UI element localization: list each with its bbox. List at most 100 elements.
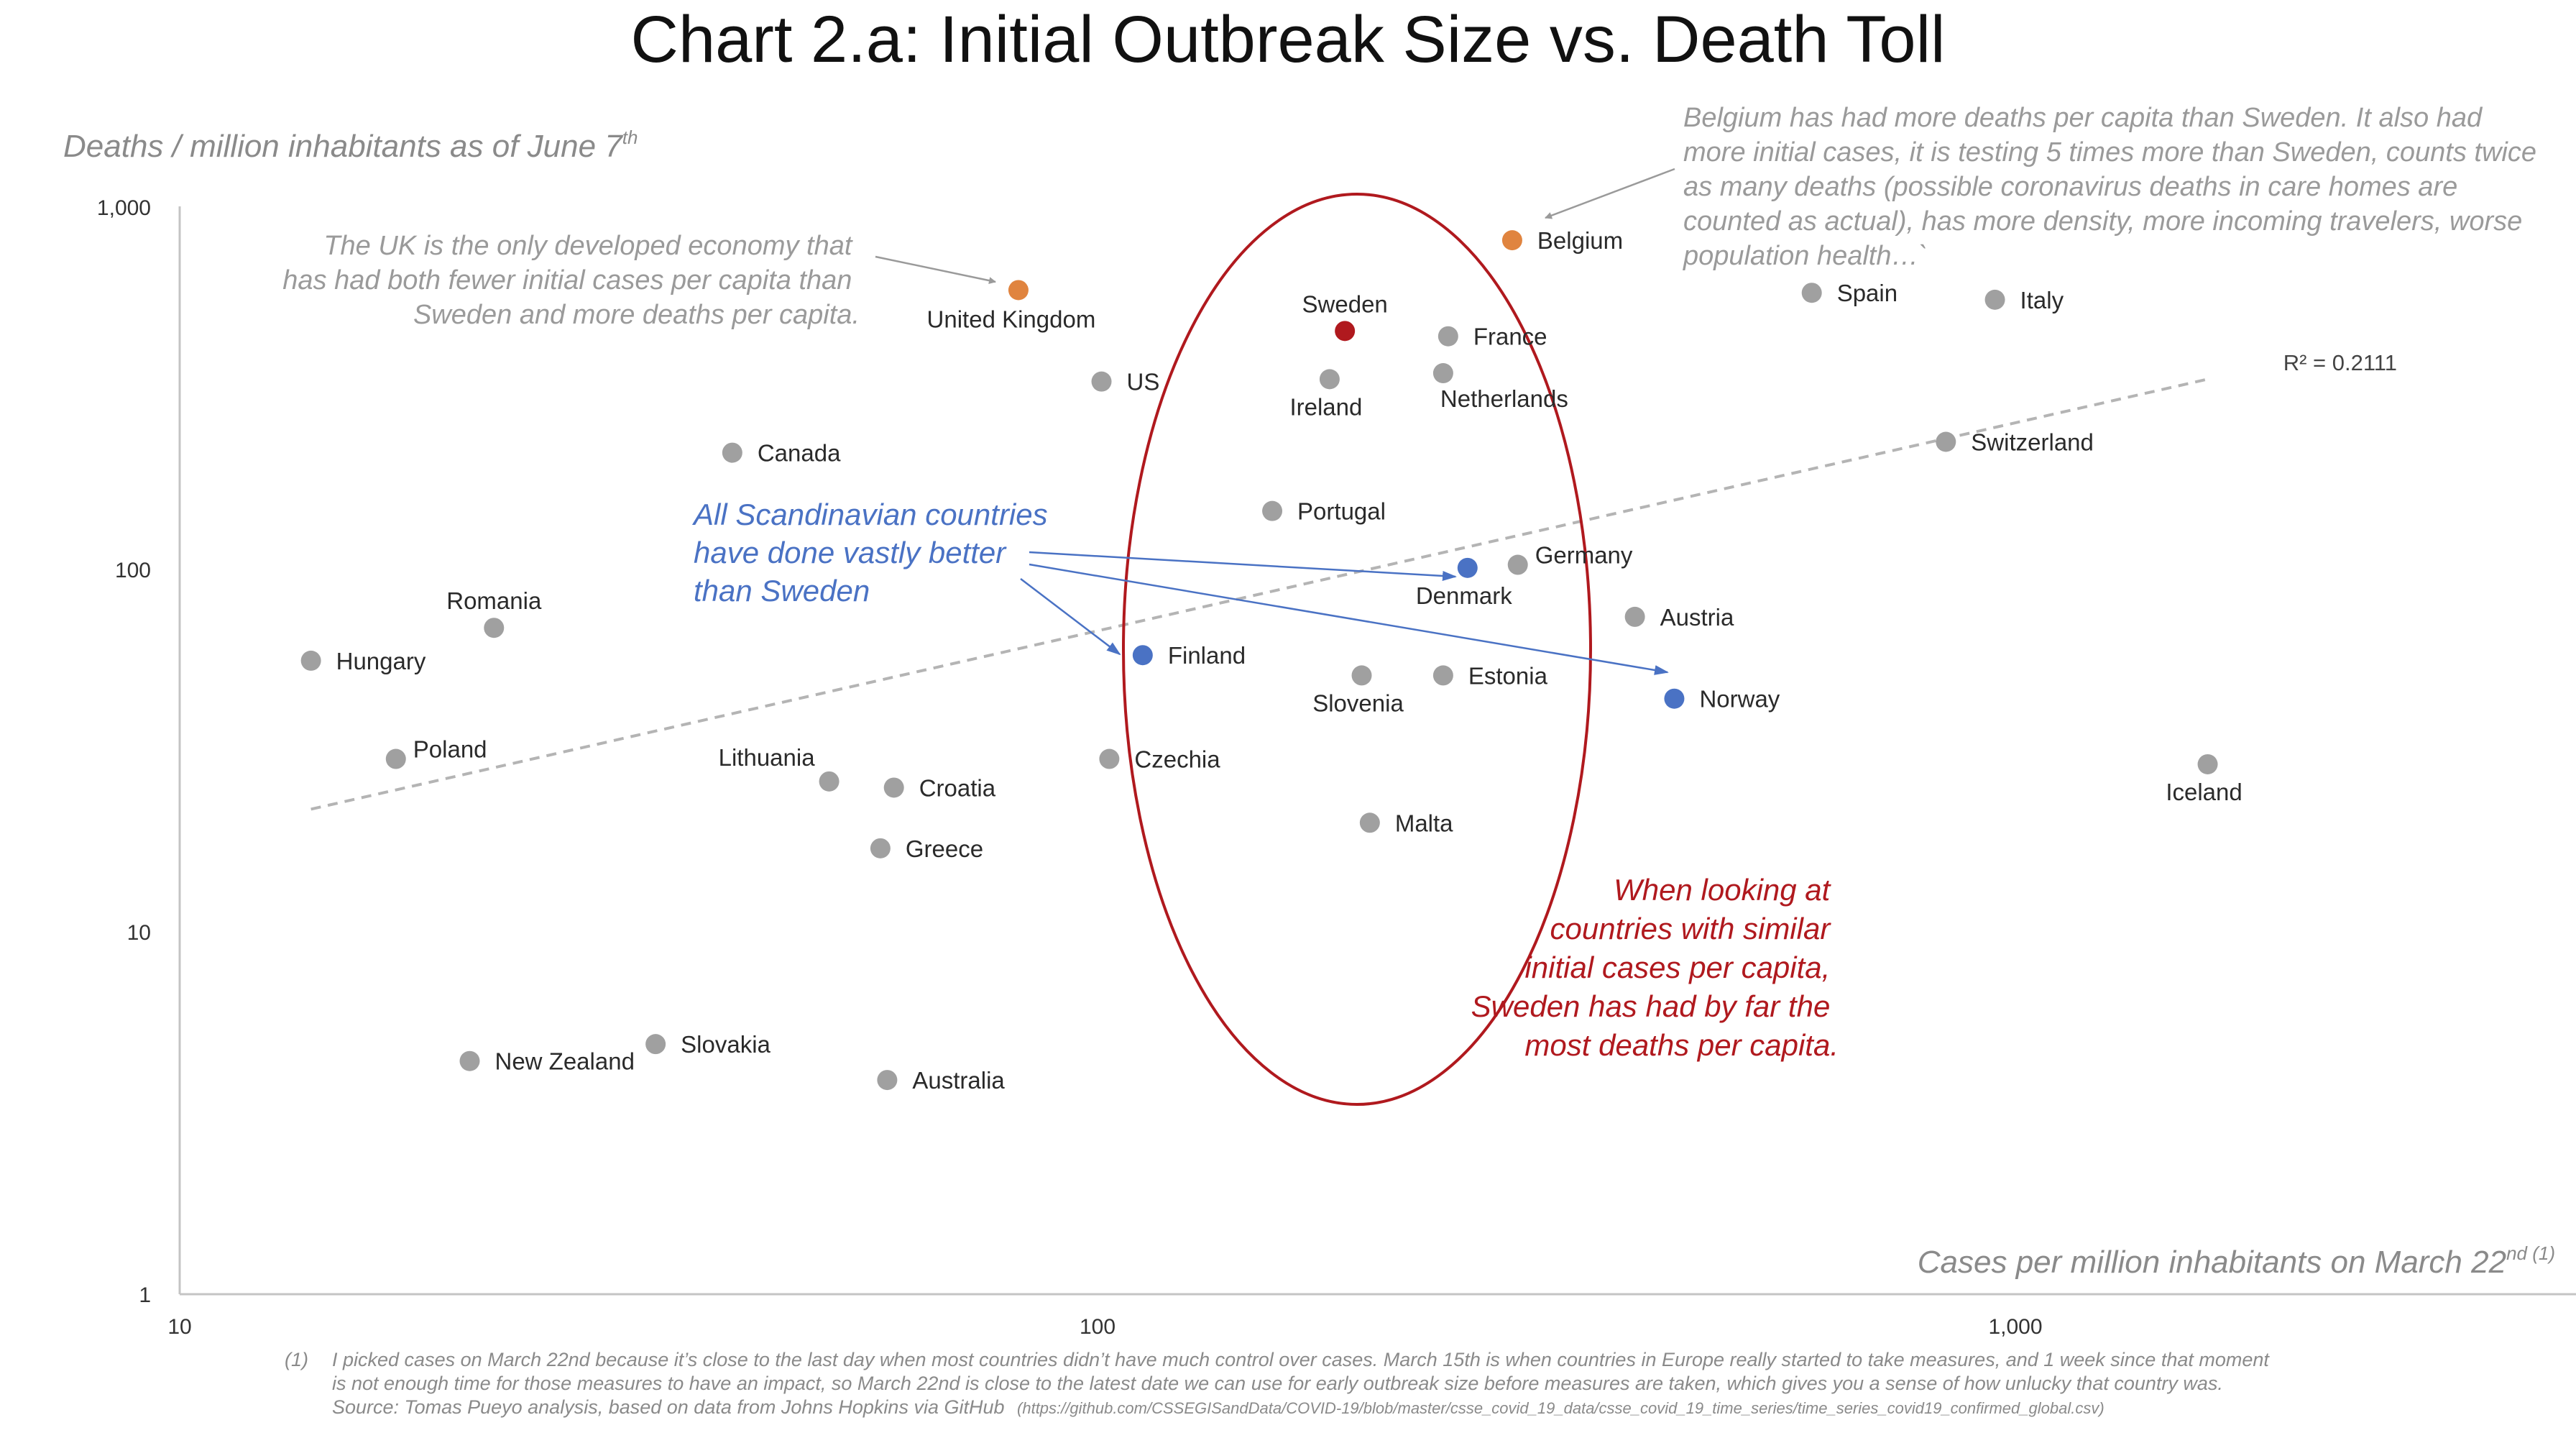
footnote-marker: (1) [285,1349,308,1370]
point-label-new-zealand: New Zealand [494,1048,634,1075]
point-label-norway: Norway [1699,686,1780,713]
point-romania [484,618,505,638]
point-canada [722,442,742,463]
point-label-croatia: Croatia [919,774,996,801]
point-hungary [300,650,321,671]
point-denmark [1457,557,1478,578]
point-label-netherlands: Netherlands [1440,385,1568,412]
data-points: Hungary Romania Poland New Zealand Slovakia C… [300,227,2242,1094]
point-label-hungary: Hungary [336,648,426,674]
uk-annotation-line: has had both fewer initial cases per cap… [282,265,852,296]
sweden-note-annotation: When looking at countries with similar i… [1471,873,1839,1062]
point-label-france: France [1473,324,1547,350]
scandinavia-arrow-denmark [1029,551,1457,581]
x-axis-title-sup: nd (1) [2506,1242,2555,1264]
point-label-slovakia: Slovakia [681,1031,770,1058]
point-slovenia [1351,665,1372,686]
y-axis-title-sup: th [622,127,638,148]
y-tick-labels: 1 10 100 1,000 [97,196,151,1307]
point-label-austria: Austria [1660,604,1734,631]
point-united-kingdom [1008,280,1029,301]
scandinavia-arrow-finland [1020,578,1121,656]
belgium-annotation: Belgium has had more deaths per capita t… [1683,103,2544,271]
point-label-slovenia: Slovenia [1312,690,1404,716]
footnote: I picked cases on March 22nd because it’… [332,1349,2274,1418]
point-label-germany: Germany [1535,542,1633,569]
x-tick-label: 1,000 [1988,1315,2042,1339]
y-tick-label: 100 [115,559,151,582]
belgium-annotation-line: counted as actual), has more density, mo… [1683,206,2522,237]
chart-title: Chart 2.a: Initial Outbreak Size vs. Dea… [631,3,1946,76]
footnote-line-2: is not enough time for those measures to… [332,1373,2223,1394]
sweden-note-line: initial cases per capita, [1524,951,1830,984]
point-label-switzerland: Switzerland [1971,429,2094,456]
scandinavia-annotation-line: than Sweden [694,574,870,608]
scandinavia-annotation-line: have done vastly better [694,536,1007,569]
point-slovakia [645,1034,666,1055]
point-finland [1132,645,1153,666]
uk-annotation-line: The UK is the only developed economy tha… [323,231,853,261]
point-label-us: US [1127,369,1160,395]
x-tick-label: 10 [167,1315,191,1339]
footnote-source-url: (https://github.com/CSSEGISandData/COVID… [1017,1399,2104,1417]
point-czechia [1099,748,1120,769]
scandinavia-annotation-line: All Scandinavian countries [691,498,1048,531]
y-tick-label: 1 [139,1283,151,1307]
point-ireland [1319,369,1340,390]
point-label-united-kingdom: United Kingdom [927,306,1096,332]
point-germany [1507,554,1528,575]
point-switzerland [1936,431,1956,452]
point-lithuania [819,771,840,792]
point-label-greece: Greece [906,835,983,862]
r-squared-label: R² = 0.2111 [2283,350,2397,375]
point-croatia [883,777,904,798]
belgium-annotation-line: Belgium has had more deaths per capita t… [1683,103,2483,133]
footnote-line-3: Source: Tomas Pueyo analysis, based on d… [332,1396,1005,1418]
point-label-czechia: Czechia [1134,746,1220,773]
point-label-denmark: Denmark [1416,582,1512,609]
point-label-spain: Spain [1837,280,1898,306]
point-label-italy: Italy [2020,287,2064,313]
point-label-finland: Finland [1168,642,1246,669]
point-netherlands [1432,363,1453,384]
uk-annotation-line: Sweden and more deaths per capita. [413,300,860,330]
point-france [1438,326,1458,347]
scandinavia-arrow-norway [1029,563,1669,675]
point-label-sweden: Sweden [1302,290,1388,317]
point-label-poland: Poland [413,736,487,763]
point-label-ireland: Ireland [1289,393,1362,420]
point-label-romania: Romania [446,587,542,614]
sweden-note-line: countries with similar [1550,912,1832,945]
point-estonia [1432,665,1453,686]
belgium-annotation-arrow [1545,168,1675,219]
point-austria [1624,606,1645,627]
x-axis-title-text: Cases per million inhabitants on March 2… [1918,1245,2506,1280]
sweden-note-line: Sweden has had by far the [1471,989,1831,1023]
sweden-peer-ellipse [1122,193,1592,1106]
y-tick-label: 1,000 [97,196,151,220]
footnote-line-1: I picked cases on March 22nd because it’… [332,1349,2270,1370]
point-spain [1801,283,1822,303]
point-portugal [1262,500,1283,521]
point-label-lithuania: Lithuania [719,744,816,771]
point-us [1091,371,1112,392]
sweden-note-line: When looking at [1614,873,1832,907]
x-tick-label: 100 [1080,1315,1116,1339]
point-poland [385,748,406,769]
x-axis-title: Cases per million inhabitants on March 2… [1918,1242,2555,1280]
y-tick-label: 10 [127,921,151,945]
trend-line [310,377,2208,811]
point-malta [1359,812,1380,833]
point-label-portugal: Portugal [1297,498,1386,525]
point-label-iceland: Iceland [2166,779,2242,805]
belgium-annotation-line: as many deaths (possible coronavirus dea… [1683,172,2457,202]
point-greece [870,838,891,858]
sweden-note-line: most deaths per capita. [1524,1028,1839,1062]
point-sweden [1335,321,1356,342]
point-australia [877,1070,898,1091]
point-italy [1984,289,2005,310]
point-iceland [2197,754,2218,774]
point-label-canada: Canada [758,440,841,467]
y-axis-title: Deaths / million inhabitants as of June … [63,127,638,164]
